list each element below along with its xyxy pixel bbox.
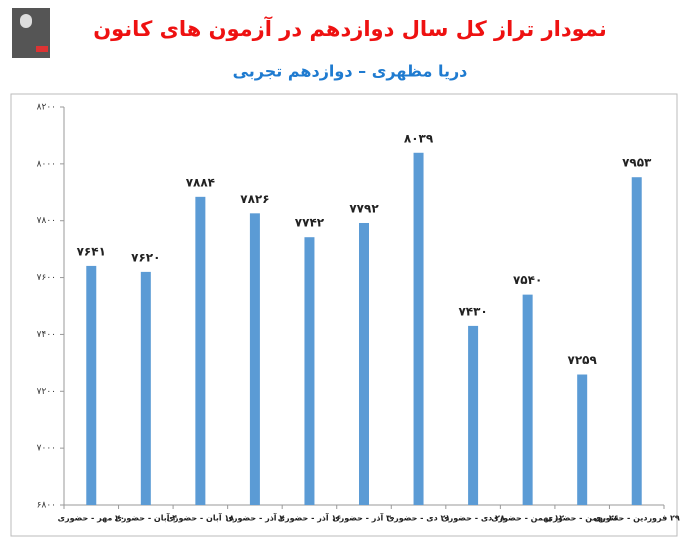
y-tick-label: ۷۴۰۰	[37, 330, 56, 340]
value-label: ۷۹۵۳	[622, 156, 652, 170]
y-tick-label: ۸۲۰۰	[37, 103, 56, 113]
value-label: ۷۵۴۰	[513, 273, 542, 287]
bar	[249, 213, 260, 505]
bar	[413, 152, 424, 505]
value-label: ۷۶۲۰	[131, 250, 160, 264]
y-tick-label: ۷۰۰۰	[37, 444, 56, 454]
x-tick-label: ۲۰ مهر - حضوری	[58, 514, 125, 523]
value-label: ۷۸۸۴	[186, 175, 215, 189]
x-tick-label: ۱۲ بهمن - حضوری	[491, 514, 564, 523]
y-tick-label: ۷۶۰۰	[37, 273, 56, 283]
x-tick-label: ۴ آبان - حضوری	[114, 513, 177, 523]
value-label: ۷۷۴۲	[295, 216, 325, 230]
x-tick-label: ۳۰ آذر - حضوری	[332, 513, 396, 523]
plot-border	[10, 93, 678, 537]
logo-figure	[20, 14, 32, 28]
x-tick-label: ۲ آذر - حضوری	[226, 513, 285, 523]
bar	[631, 177, 642, 505]
chart-subtitle: دریا مظهری – دوازدهم تجربی	[233, 62, 468, 81]
logo-badge	[36, 46, 48, 52]
chart-title: نمودار تراز کل سال دوازدهم در آزمون های …	[93, 16, 607, 41]
y-tick-label: ۶۸۰۰	[37, 501, 56, 511]
x-tick-label: ۱۶ آذر - حضوری	[278, 513, 342, 523]
value-label: ۷۴۳۰	[458, 304, 487, 318]
y-tick-label: ۷۸۰۰	[37, 216, 56, 226]
bar	[577, 374, 588, 505]
bar	[140, 271, 151, 505]
bar	[86, 265, 97, 505]
x-tick-label: ۲۹ فروردین - حضوری	[594, 514, 680, 523]
bar	[468, 325, 479, 505]
x-tick-label: ۱۸ آبان - حضوری	[167, 513, 235, 523]
x-tick-label: ۲۱ دی - حضوری	[387, 514, 450, 523]
value-label: ۷۶۴۱	[77, 244, 106, 258]
bar	[195, 196, 206, 505]
bar	[522, 294, 533, 505]
value-label: ۷۷۹۲	[349, 201, 379, 215]
bar	[359, 222, 369, 505]
y-tick-label: ۸۰۰۰	[37, 159, 56, 169]
bar	[304, 237, 315, 505]
value-label: ۷۲۵۹	[568, 353, 598, 367]
value-label: ۸۰۳۹	[404, 131, 434, 145]
x-tick-label: ۲۶ بهمن - حضوری	[546, 514, 619, 523]
y-tick-label: ۷۲۰۰	[37, 387, 56, 397]
value-label: ۷۸۲۶	[240, 192, 269, 206]
x-tick-label: ۲۸ دی - حضوری	[441, 514, 505, 523]
